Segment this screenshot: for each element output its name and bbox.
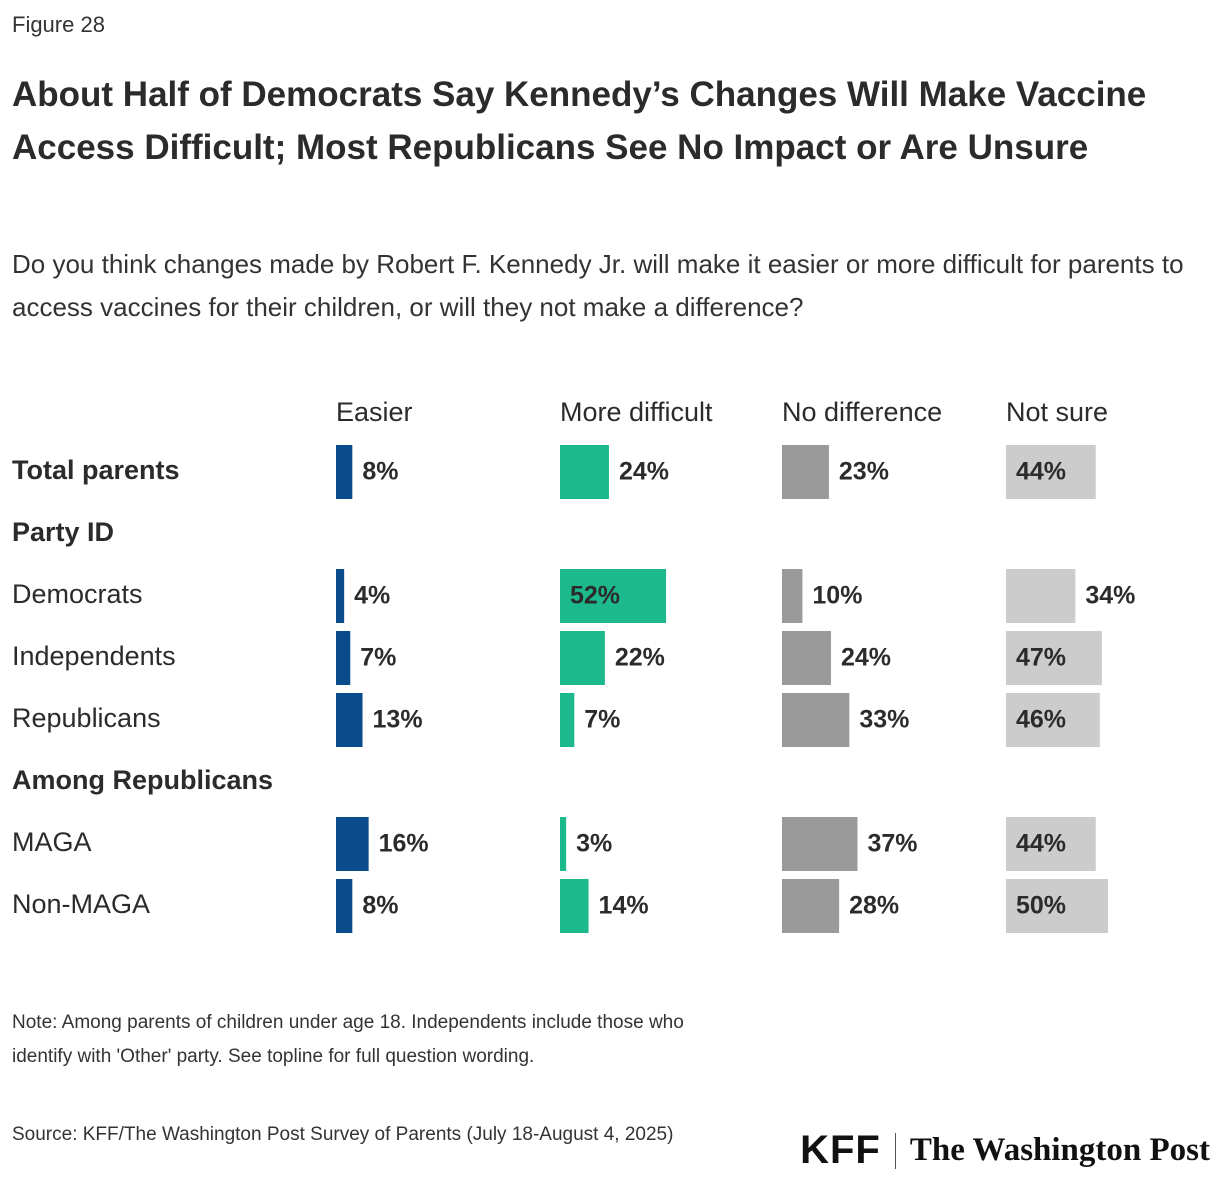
bar xyxy=(1006,445,1096,499)
value-label: 28% xyxy=(849,892,899,920)
value-label: 24% xyxy=(619,458,669,486)
value-label: 46% xyxy=(1016,706,1066,734)
logo: KFF xyxy=(800,1128,881,1172)
value-label: 16% xyxy=(379,830,429,858)
bar xyxy=(560,879,589,933)
bar xyxy=(336,631,351,685)
figure-label: Figure 28 xyxy=(12,12,105,37)
bar xyxy=(782,445,829,499)
value-label: 8% xyxy=(362,892,398,920)
bar xyxy=(782,879,840,933)
value-label: 14% xyxy=(599,892,649,920)
chart-title: About Half of Democrats Say Kennedy’s Ch… xyxy=(12,75,1147,167)
value-label: 10% xyxy=(812,582,862,610)
bar xyxy=(1006,631,1102,685)
bar xyxy=(560,817,567,871)
bar xyxy=(560,569,667,623)
separator xyxy=(894,1132,896,1169)
category-label: Among Republicans xyxy=(12,765,273,795)
chart-subtitle: Do you think changes made by Robert F. K… xyxy=(12,249,1184,322)
value-label: 50% xyxy=(1016,892,1066,920)
bar xyxy=(336,569,345,623)
value-label: 34% xyxy=(1085,582,1135,610)
bar xyxy=(782,569,803,623)
bar xyxy=(1006,569,1076,623)
bar xyxy=(782,693,850,747)
bar xyxy=(1006,693,1100,747)
value-label: 22% xyxy=(615,644,665,672)
legend-label: Not sure xyxy=(1006,397,1108,427)
value-label: 4% xyxy=(354,582,390,610)
value-label: 7% xyxy=(584,706,620,734)
note: Note: Among parents of children under ag… xyxy=(12,1012,684,1067)
value-label: 13% xyxy=(373,706,423,734)
value-label: 44% xyxy=(1016,458,1066,486)
value-label: 23% xyxy=(839,458,889,486)
value-label: 44% xyxy=(1016,830,1066,858)
value-label: 47% xyxy=(1016,644,1066,672)
value-label: 3% xyxy=(576,830,612,858)
bar xyxy=(336,693,363,747)
value-label: 37% xyxy=(867,830,917,858)
bar xyxy=(560,445,609,499)
bar xyxy=(560,693,575,747)
bar xyxy=(1006,879,1108,933)
category-label: Total parents xyxy=(12,455,180,485)
value-label: 8% xyxy=(362,458,398,486)
category-label: Republicans xyxy=(12,703,161,733)
bar xyxy=(782,817,858,871)
bar xyxy=(782,631,831,685)
category-label: Democrats xyxy=(12,579,143,609)
value-label: 52% xyxy=(570,582,620,610)
bar xyxy=(336,445,353,499)
value-label: 33% xyxy=(859,706,909,734)
legend-label: Easier xyxy=(336,397,413,427)
value-label: 7% xyxy=(360,644,396,672)
bar xyxy=(560,631,605,685)
category-label: MAGA xyxy=(12,827,92,857)
legend-label: More difficult xyxy=(560,397,713,427)
logo: The Washington Post xyxy=(909,1132,1210,1168)
category-label: Party ID xyxy=(12,517,114,547)
logos: KFF The Washington Post xyxy=(800,1128,1210,1173)
category-label: Independents xyxy=(12,641,176,671)
bar xyxy=(336,817,369,871)
legend-label: No difference xyxy=(782,397,942,427)
value-label: 24% xyxy=(841,644,891,672)
source: Source: KFF/The Washington Post Survey o… xyxy=(12,1124,674,1145)
category-label: Non-MAGA xyxy=(12,889,150,919)
bar xyxy=(1006,817,1096,871)
bar xyxy=(336,879,353,933)
